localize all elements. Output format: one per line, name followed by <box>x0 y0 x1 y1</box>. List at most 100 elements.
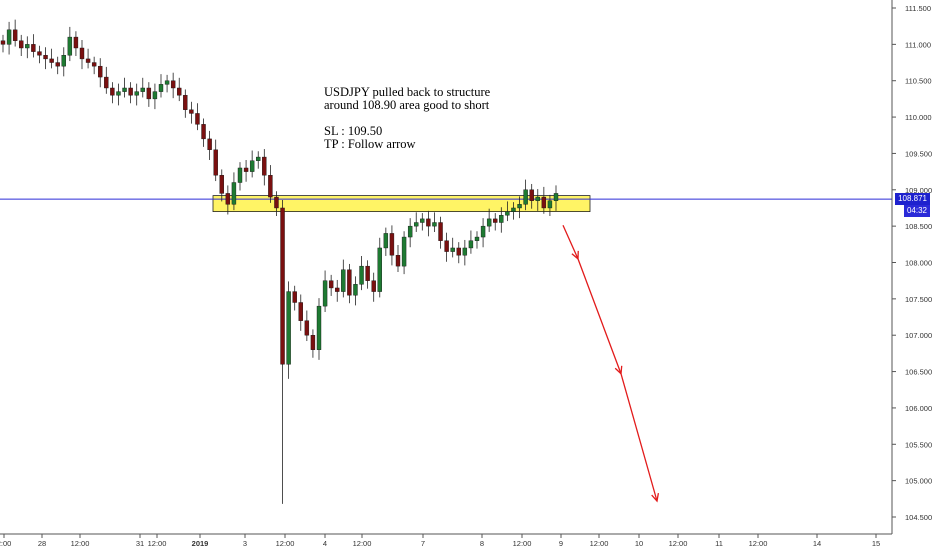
candle-body <box>12 29 18 41</box>
candle-body <box>383 233 389 249</box>
y-tick-label: 111.000 <box>905 40 931 49</box>
arrow-segment <box>562 224 579 260</box>
candle-body <box>474 236 480 241</box>
x-tick-label: 2019 <box>192 539 209 548</box>
candle-body <box>499 215 504 223</box>
x-tick-label: 12:00 <box>669 539 688 548</box>
y-tick-label: 106.000 <box>905 404 932 413</box>
candle-body <box>243 167 249 172</box>
candle-body <box>225 193 231 205</box>
candle-body <box>79 47 85 60</box>
y-tick-label: 109.000 <box>905 186 932 195</box>
projection-arrow <box>562 224 660 503</box>
candle-body <box>256 156 261 161</box>
x-tick-label: 7 <box>421 539 425 548</box>
candle-body <box>152 91 158 100</box>
y-tick-label: 108.000 <box>905 259 932 268</box>
x-tick-label: 11 <box>715 539 723 548</box>
candle-body <box>401 236 407 267</box>
x-tick-label: 9 <box>559 539 563 548</box>
candle-body <box>49 58 54 63</box>
candle-body <box>341 269 346 292</box>
candle-body <box>61 55 66 67</box>
x-tick-label: 31 <box>136 539 144 548</box>
candle-body <box>177 87 182 96</box>
candle-body <box>395 255 401 267</box>
candle-body <box>280 207 285 365</box>
candle-body <box>407 225 413 238</box>
candle-body <box>19 40 24 49</box>
candles <box>0 19 559 504</box>
candle-body <box>432 222 437 227</box>
candle-body <box>73 36 79 49</box>
candle-body <box>304 320 310 336</box>
candle-body <box>389 233 395 256</box>
candle-body <box>347 269 352 296</box>
candle-body <box>450 247 455 252</box>
candle-body <box>164 80 170 85</box>
candle-body <box>128 87 133 96</box>
candle-body <box>322 280 328 307</box>
y-tick-label: 106.500 <box>905 368 932 377</box>
candle-body <box>122 87 127 92</box>
candle-body <box>98 65 103 78</box>
candle-body <box>195 113 200 125</box>
candle-body <box>535 196 540 201</box>
y-tick-label: 107.500 <box>905 295 932 304</box>
y-tick-label: 107.000 <box>905 331 932 340</box>
candle-body <box>67 36 73 56</box>
y-tick-label: 111.500 <box>905 4 931 13</box>
candle-body <box>249 160 255 172</box>
candle-body <box>371 280 376 292</box>
x-tick-label: 28 <box>38 539 46 548</box>
candle-body <box>414 222 419 227</box>
candle-body <box>146 87 152 100</box>
x-tick-label: 12:00 <box>71 539 90 548</box>
candle-body <box>292 291 297 303</box>
x-tick-label: 12:00 <box>590 539 609 548</box>
candle-body <box>480 225 486 238</box>
x-tick-label: 12:00 <box>513 539 532 548</box>
candle-body <box>529 189 534 201</box>
candle-body <box>286 291 291 365</box>
candle-body <box>43 55 48 60</box>
candle-body <box>189 109 194 114</box>
y-tick-label: 110.000 <box>905 113 932 122</box>
candle-body <box>268 175 273 198</box>
candle-body <box>91 62 97 67</box>
y-tick-label: 105.500 <box>905 440 932 449</box>
candle-body <box>25 44 30 49</box>
candle-body <box>462 247 468 256</box>
candle-body <box>517 204 522 209</box>
candle-body <box>237 167 243 183</box>
candle-body <box>310 335 316 350</box>
candle-body <box>541 196 547 209</box>
candle-body <box>486 218 492 227</box>
y-tick-label: 110.500 <box>905 77 932 86</box>
candle-body <box>365 265 370 281</box>
candle-body <box>170 80 176 89</box>
candle-body <box>134 91 139 96</box>
y-tick-label: 108.500 <box>905 222 932 231</box>
candle-body <box>219 175 224 194</box>
candle-body <box>553 193 559 201</box>
candle-body <box>359 265 364 285</box>
candle-body <box>426 218 431 227</box>
candle-body <box>31 44 36 52</box>
candle-body <box>328 280 334 289</box>
candle-body <box>207 138 212 150</box>
candle-body <box>511 207 516 212</box>
arrow-segment <box>577 258 622 374</box>
countdown-badge: 04:32 <box>903 205 930 218</box>
x-tick-label: 12:00 <box>749 539 768 548</box>
candle-body <box>6 29 12 45</box>
candle-body <box>55 62 60 67</box>
candle-body <box>377 247 382 292</box>
candle-body <box>140 87 145 92</box>
candle-body <box>444 240 449 252</box>
x-tick-label: 2:00 <box>0 539 11 548</box>
x-tick-label: 12:00 <box>148 539 167 548</box>
candle-body <box>353 284 358 296</box>
